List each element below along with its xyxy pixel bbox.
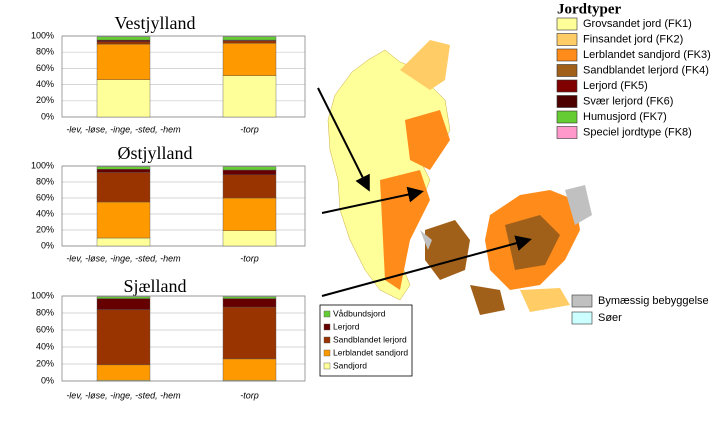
y-tick-label: 40%	[36, 208, 54, 218]
map-legend-label: Humusjord (FK7)	[583, 111, 667, 123]
x-tick-label: -lev, -løse, -inge, -sted, -hem	[66, 124, 181, 134]
y-tick-label: 0%	[41, 240, 54, 250]
map-legend-swatch	[556, 79, 578, 93]
map-legend-swatch	[571, 311, 593, 325]
map-legend-label: Søer	[598, 312, 622, 324]
map-legend-swatch	[556, 126, 578, 139]
bar-segment	[96, 43, 151, 80]
map-legend-label: Speciel jordtype (FK8)	[583, 126, 692, 138]
y-tick-label: 40%	[36, 341, 54, 351]
legend-swatch	[323, 349, 331, 357]
map-legend-swatch	[556, 110, 578, 124]
bar-segment	[96, 79, 151, 118]
chart-title: Østjylland	[118, 143, 193, 163]
bar-segment	[222, 36, 277, 41]
bar-segment	[96, 296, 151, 299]
bar-segment	[96, 237, 151, 247]
y-tick-label: 40%	[36, 79, 54, 89]
legend-label: Sandjord	[333, 360, 367, 370]
map-legend-title: Jordtyper	[557, 1, 621, 17]
y-tick-label: 60%	[36, 63, 54, 73]
bar-segment	[222, 296, 277, 299]
legend-swatch	[323, 310, 331, 318]
map-legend-swatch	[556, 64, 578, 77]
bar-segment	[222, 197, 277, 231]
x-tick-label: -torp	[240, 390, 259, 400]
map	[317, 40, 592, 315]
y-tick-label: 80%	[36, 176, 54, 186]
x-tick-label: -torp	[240, 124, 259, 134]
map-legend-label: Lerjord (FK5)	[583, 80, 648, 92]
map-legend-label: Sandblandet lerjord (FK4)	[583, 64, 709, 76]
plot-frame	[61, 35, 306, 118]
bar-segment	[222, 40, 277, 44]
bar-segment	[96, 36, 151, 41]
bar-segment	[96, 168, 151, 173]
bar-segment	[222, 298, 277, 308]
bar-segment	[96, 309, 151, 366]
y-tick-label: 60%	[36, 324, 54, 334]
y-tick-label: 100%	[31, 30, 54, 40]
x-tick-label: -lev, -løse, -inge, -sted, -hem	[66, 390, 181, 400]
bar-segment	[96, 201, 151, 239]
legend-label: Sandblandet lerjord	[333, 334, 407, 344]
bar-segment	[222, 75, 277, 118]
plot-frame	[61, 165, 306, 247]
bar-segment	[222, 43, 277, 76]
y-tick-label: 20%	[36, 95, 54, 105]
map-legend-swatch	[571, 294, 593, 308]
chart-title: Sjælland	[123, 276, 186, 296]
map-legend-swatch	[556, 33, 578, 46]
map-legend-swatch	[556, 48, 578, 62]
bar-segment	[222, 174, 277, 199]
chart-title: Vestjylland	[115, 13, 196, 33]
map-legend-label: Bymæssig bebyggelse	[598, 295, 709, 307]
plot-frame	[61, 295, 306, 382]
bar-segment	[96, 166, 151, 170]
bar-segment	[222, 230, 277, 247]
bar-segment	[96, 41, 151, 45]
bar-segment	[96, 172, 151, 203]
y-tick-label: 20%	[36, 358, 54, 368]
y-tick-label: 0%	[41, 111, 54, 121]
bar-segment	[96, 298, 151, 310]
y-tick-label: 100%	[31, 290, 54, 300]
map-legend-label: Lerblandet sandjord (FK3)	[583, 49, 711, 61]
map-legend-label: Svær lerjord (FK6)	[583, 95, 673, 107]
x-tick-label: -lev, -løse, -inge, -sted, -hem	[66, 253, 181, 263]
map-legend-swatch	[556, 17, 578, 31]
y-tick-label: 80%	[36, 307, 54, 317]
legend-label: Lerjord	[333, 321, 360, 331]
x-tick-label: -torp	[240, 253, 259, 263]
y-tick-label: 0%	[41, 375, 54, 385]
legend-swatch	[323, 362, 331, 370]
map-legend-swatch	[556, 95, 578, 108]
y-tick-label: 60%	[36, 192, 54, 202]
bar-segment	[222, 169, 277, 176]
legend-box	[319, 304, 413, 377]
bar-segment	[222, 306, 277, 360]
legend-label: Lerblandet sandjord	[333, 347, 408, 357]
bar-segment	[96, 364, 151, 381]
y-tick-label: 80%	[36, 47, 54, 57]
map-legend-label: Finsandet jord (FK2)	[583, 33, 683, 45]
bar-segment	[96, 39, 151, 42]
y-tick-label: 100%	[31, 160, 54, 170]
legend-label: Vådbundsjord	[333, 308, 386, 318]
legend-swatch	[323, 323, 331, 331]
legend-swatch	[323, 336, 331, 344]
y-tick-label: 20%	[36, 224, 54, 234]
bar-segment	[222, 166, 277, 171]
bar-segment	[222, 358, 277, 381]
map-legend-label: Grovsandet jord (FK1)	[583, 18, 692, 30]
